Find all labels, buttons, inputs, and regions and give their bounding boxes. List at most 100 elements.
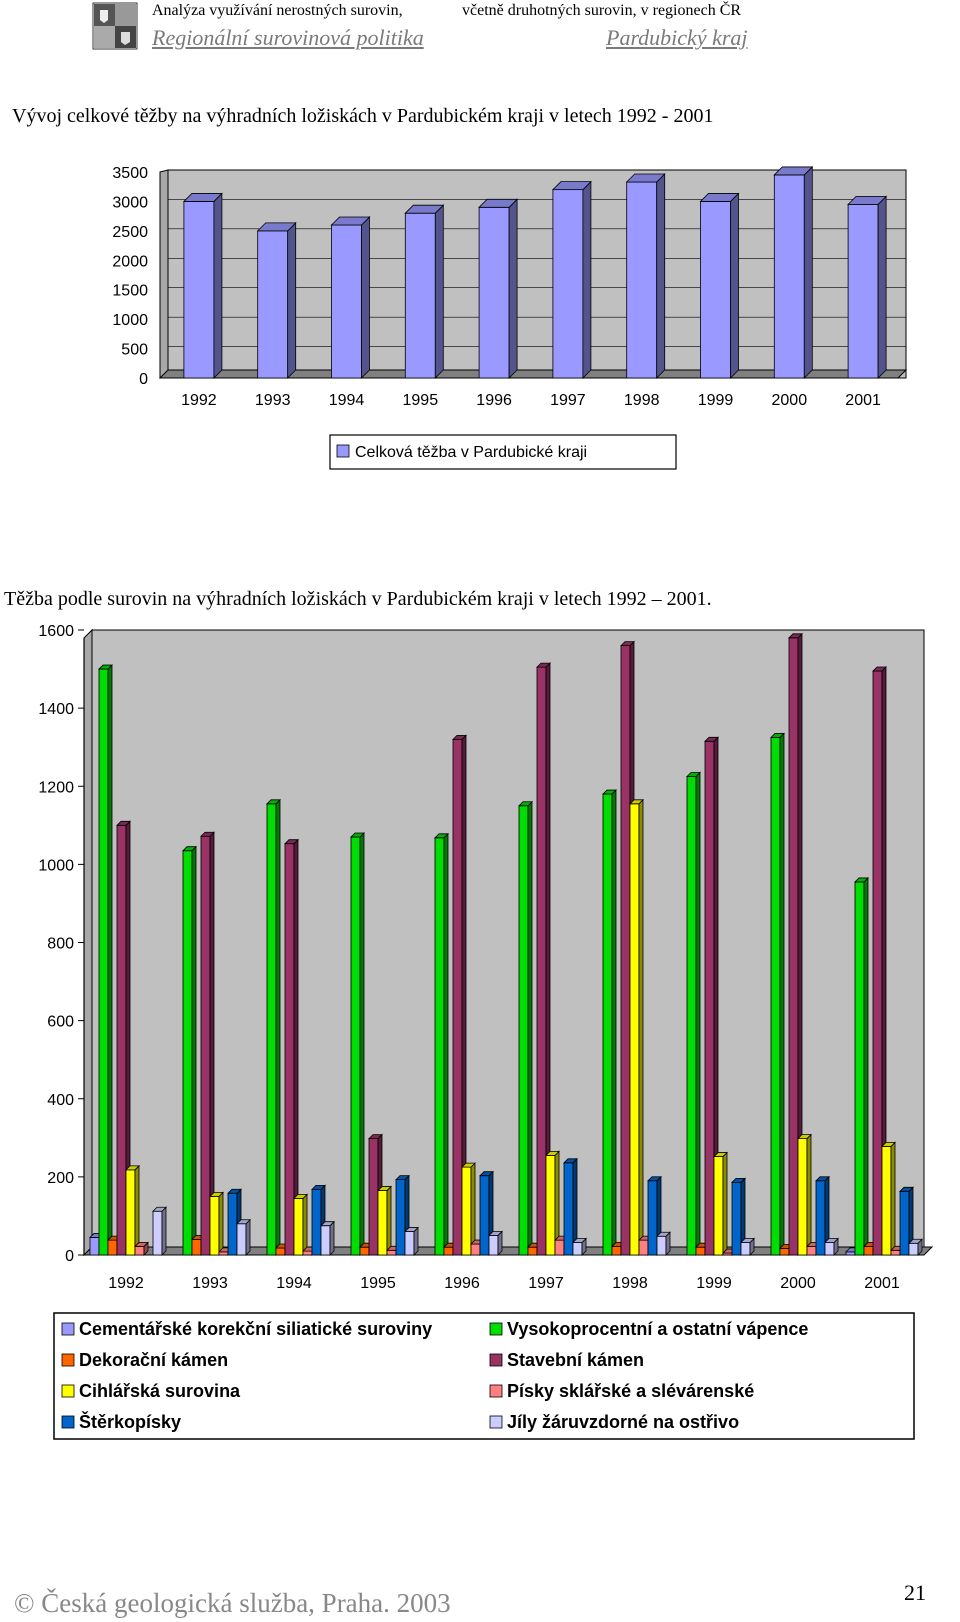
chart2-legend-label: Cihlářská surovina [79,1381,241,1401]
chart1-ytick-label: 3000 [112,194,148,211]
chart2-xtick-label: 1999 [696,1275,732,1292]
chart2-bar [98,664,113,1256]
chart2-bar [350,832,365,1256]
chart2-bar [563,1157,578,1256]
chart1-title: Vývoj celkové těžby na výhradních ložisk… [12,105,714,127]
chart1-ytick-label: 500 [121,342,148,359]
chart1-xtick-label: 1998 [624,392,660,409]
chart1-xtick-label: 1999 [698,392,734,409]
chart2-bar [320,1220,335,1256]
chart1-bar [478,198,519,379]
header-region: Pardubický kraj [606,25,748,50]
chart2-ytick-label: 1000 [38,857,74,874]
chart2-legend-label: Písky sklářské a slévárenské [507,1381,754,1401]
chart2-bar [488,1230,503,1256]
chart2-side-wall [83,628,93,1257]
chart2-legend-label: Štěrkopísky [79,1411,181,1432]
chart2-legend-label: Dekorační kámen [79,1350,228,1370]
chart2-bar [854,876,869,1256]
chart2-xtick-label: 1995 [360,1275,396,1292]
chart2-ytick-label: 1200 [38,779,74,796]
chart1-bar [404,204,445,379]
chart2-bar [236,1218,251,1256]
chart2-bar [824,1237,839,1256]
chart2-legend-swatch [489,1415,503,1429]
chart1-bar [625,173,666,379]
chart2-legend-label: Cementářské korekční siliatické suroviny [79,1319,432,1339]
chart2-bar [656,1231,671,1256]
chart2-legend-label: Vysokoprocentní a ostatní vápence [507,1319,808,1339]
chart1-legend: Celková těžba v Pardubické kraji [329,434,677,470]
chart2-xtick-label: 2001 [864,1275,900,1292]
chart2-bar [731,1177,746,1256]
chart2-legend-swatch [61,1384,75,1398]
chart2-xtick-label: 1998 [612,1275,648,1292]
chart2-legend-swatch [489,1353,503,1367]
chart2-ytick-label: 400 [47,1092,74,1109]
chart2-bar [182,845,197,1256]
header-publication-subtitle: včetně druhotných surovin, v regionech Č… [462,2,742,19]
chart2-bar [797,1133,812,1256]
chart1-xtick-label: 1996 [476,392,512,409]
chart2-legend-swatch [61,1353,75,1367]
chart2-bar [266,798,281,1256]
chart1-ytick-label: 3500 [112,165,148,182]
header-section: Regionální surovinová politika [152,25,424,50]
chart2-bar [713,1151,728,1256]
chart1-bar [551,180,592,379]
chart1-bar [256,221,297,379]
chart1-xtick-label: 1994 [329,392,365,409]
chart2-bar [704,736,719,1256]
chart2-ytick-label: 200 [47,1170,74,1187]
header-publication-title: Analýza využívání nerostných surovin, [152,2,403,19]
chart1-ytick-label: 2000 [112,253,148,270]
chart1-bar [699,192,740,379]
chart2-legend-swatch [61,1322,75,1336]
chart2-bar [116,820,131,1256]
chart2-title: Těžba podle surovin na výhradních ložisk… [4,588,712,610]
coat-of-arms-icon [92,2,138,50]
chart2-legend-label: Stavební kámen [507,1350,644,1370]
chart1-xtick-label: 1993 [255,392,291,409]
page-number: 21 [904,1580,926,1605]
chart2-ytick-label: 1600 [38,623,74,640]
chart2-bar [134,1241,149,1256]
chart2-legend-swatch [61,1415,75,1429]
chart2-plot-wall [91,629,925,1248]
chart2-xtick-label: 1993 [192,1275,228,1292]
chart2-bar [686,771,701,1256]
chart1-xtick-label: 1997 [550,392,586,409]
chart1-ytick-label: 0 [139,371,148,388]
chart2-ytick-label: 0 [65,1248,74,1265]
chart1-bar [330,216,371,379]
chart2-xtick-label: 1994 [276,1275,312,1292]
chart2-bar [404,1226,419,1256]
chart2-bar [908,1238,923,1256]
total-mining-chart: 0 500 1000 1500 2000 2500 3000 3500 1992 1993 1994… [112,165,908,470]
chart1-side-wall [159,169,169,379]
chart1-ytick-label: 1000 [112,312,148,329]
chart2-legend-label: Jíly žáruvzdorné na ostřivo [507,1412,739,1432]
chart2-ytick-label: 800 [47,936,74,953]
chart2-bar [740,1237,755,1256]
chart2-bar [881,1141,896,1256]
chart1-legend-swatch [336,444,350,458]
chart2-bar [602,789,617,1256]
page-header: Analýza využívání nerostných surovin, vč… [0,0,960,60]
chart2-xtick-label: 1996 [444,1275,480,1292]
chart2-bar [293,1193,308,1256]
chart2-xtick-label: 2000 [780,1275,816,1292]
chart2-legend: Cementářské korekční siliatické suroviny… [53,1312,915,1440]
chart2-ytick-label: 1400 [38,701,74,718]
chart1-ytick-label: 2500 [112,224,148,241]
chart2-xtick-label: 1997 [528,1275,564,1292]
chart2-bar [284,838,299,1256]
chart1-xtick-label: 1992 [181,392,217,409]
chart1-xtick-label: 2001 [845,392,881,409]
chart2-bar [434,832,449,1256]
chart2-bar [200,831,215,1256]
chart1-legend-label: Celková těžba v Pardubické kraji [355,444,587,461]
chart2-bar [536,662,551,1256]
chart2-bar [461,1162,476,1256]
chart1-bar [182,192,223,379]
